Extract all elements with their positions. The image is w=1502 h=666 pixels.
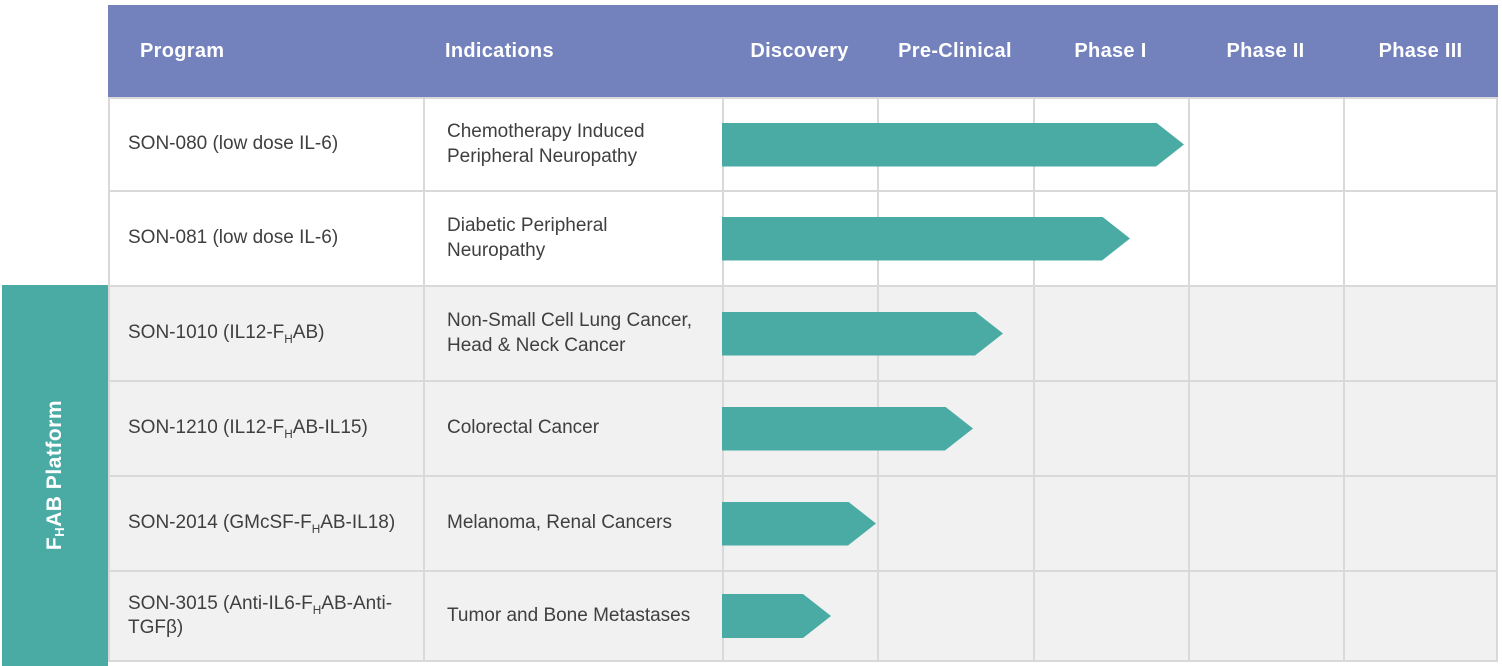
header-phase-1: Phase I	[1074, 39, 1147, 62]
indication-label: Chemotherapy Induced Peripheral Neuropat…	[447, 121, 645, 167]
program-label: SON-081 (low dose IL-6)	[128, 227, 339, 249]
progress-arrow	[722, 502, 876, 546]
program-cell: SON-080 (low dose IL-6)	[108, 99, 423, 190]
indication-cell: Tumor and Bone Metastases	[423, 572, 722, 660]
phase-1-cell	[1033, 477, 1188, 570]
program-label: SON-080 (low dose IL-6)	[128, 133, 339, 155]
phase-2-cell	[1188, 287, 1343, 380]
program-label: SON-2014 (GMcSF-FHAB-IL18)	[128, 512, 396, 537]
header-phase-2: Phase II	[1226, 39, 1305, 62]
progress-arrow	[722, 123, 1184, 167]
phase-3-cell	[1343, 192, 1498, 285]
progress-arrow	[722, 312, 1003, 356]
phase-2-cell	[1188, 99, 1343, 190]
table-row: SON-2014 (GMcSF-FHAB-IL18) Melanoma, Ren…	[108, 477, 1498, 572]
progress-arrow	[722, 407, 973, 451]
table-row: SON-1010 (IL12-FHAB) Non-Small Cell Lung…	[108, 287, 1498, 382]
phase-3-cell	[1343, 382, 1498, 475]
table-row: SON-3015 (Anti-IL6-FHAB-Anti-TGFβ) Tumor…	[108, 572, 1498, 662]
indication-cell: Chemotherapy Induced Peripheral Neuropat…	[423, 99, 722, 190]
phase-2-cell	[1188, 192, 1343, 285]
phase-2-cell	[1188, 572, 1343, 660]
preclinical-cell	[877, 572, 1033, 660]
indication-cell: Diabetic Peripheral Neuropathy	[423, 192, 722, 285]
header-preclinical: Pre-Clinical	[898, 39, 1012, 62]
indication-cell: Non-Small Cell Lung Cancer, Head & Neck …	[423, 287, 722, 380]
phase-2-cell	[1188, 382, 1343, 475]
phase-3-cell	[1343, 99, 1498, 190]
header-program: Program	[140, 39, 225, 62]
phase-2-cell	[1188, 477, 1343, 570]
fhab-platform-label: FHAB Platform	[43, 400, 68, 551]
indication-label: Colorectal Cancer	[447, 417, 600, 439]
header-phase-3: Phase III	[1378, 39, 1463, 62]
table-header: Program Indications Discovery Pre-Clinic…	[108, 5, 1498, 97]
phase-1-cell	[1033, 382, 1188, 475]
table-row: SON-080 (low dose IL-6) Chemotherapy Ind…	[108, 99, 1498, 192]
program-cell: SON-1010 (IL12-FHAB)	[108, 287, 423, 380]
program-label: SON-1010 (IL12-FHAB)	[128, 322, 325, 347]
indication-label: Melanoma, Renal Cancers	[447, 512, 672, 534]
preclinical-cell	[877, 477, 1033, 570]
fhab-platform-band: FHAB Platform	[2, 285, 108, 666]
table-body: SON-080 (low dose IL-6) Chemotherapy Ind…	[108, 97, 1498, 662]
table-row: SON-1210 (IL12-FHAB-IL15) Colorectal Can…	[108, 382, 1498, 477]
phase-1-cell	[1033, 572, 1188, 660]
program-label: SON-3015 (Anti-IL6-FHAB-Anti-TGFβ)	[128, 592, 393, 638]
program-cell: SON-1210 (IL12-FHAB-IL15)	[108, 382, 423, 475]
phase-3-cell	[1343, 572, 1498, 660]
program-cell: SON-3015 (Anti-IL6-FHAB-Anti-TGFβ)	[108, 572, 423, 660]
indication-label: Tumor and Bone Metastases	[447, 604, 691, 626]
indication-label: Non-Small Cell Lung Cancer, Head & Neck …	[447, 310, 693, 356]
indication-cell: Melanoma, Renal Cancers	[423, 477, 722, 570]
indication-cell: Colorectal Cancer	[423, 382, 722, 475]
progress-arrow	[722, 217, 1130, 261]
phase-3-cell	[1343, 287, 1498, 380]
program-label: SON-1210 (IL12-FHAB-IL15)	[128, 417, 368, 442]
indication-label: Diabetic Peripheral Neuropathy	[447, 215, 608, 261]
program-cell: SON-2014 (GMcSF-FHAB-IL18)	[108, 477, 423, 570]
header-indications: Indications	[445, 39, 554, 62]
phase-3-cell	[1343, 477, 1498, 570]
program-cell: SON-081 (low dose IL-6)	[108, 192, 423, 285]
header-discovery: Discovery	[750, 39, 849, 62]
table-row: SON-081 (low dose IL-6) Diabetic Periphe…	[108, 192, 1498, 287]
phase-1-cell	[1033, 287, 1188, 380]
